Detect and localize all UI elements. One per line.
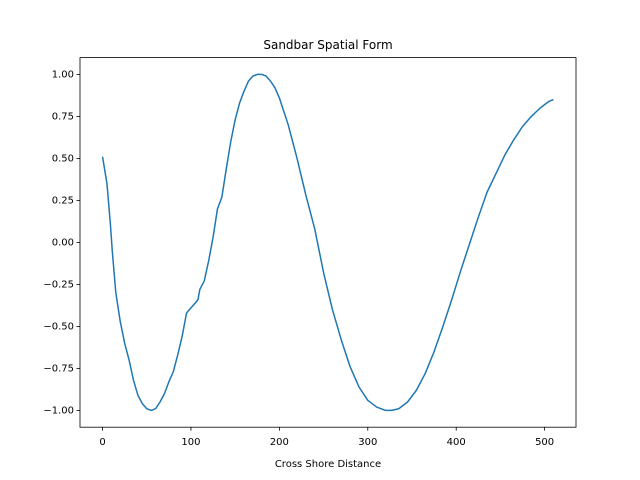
x-axis-label: Cross Shore Distance xyxy=(275,459,381,470)
data-line xyxy=(101,73,554,412)
y-tick-label: 1.00 xyxy=(52,69,74,80)
chart-title: Sandbar Spatial Form xyxy=(263,38,392,52)
x-tick-label: 400 xyxy=(447,437,466,448)
y-tick-label: −1.00 xyxy=(43,405,74,416)
y-tick-label: −0.50 xyxy=(43,321,74,332)
y-tick-label: 0.50 xyxy=(52,153,74,164)
plot-frame xyxy=(79,57,577,428)
x-tick-label: 500 xyxy=(535,437,554,448)
x-tick-label: 200 xyxy=(270,437,289,448)
x-tick-label: 300 xyxy=(358,437,377,448)
y-tick-label: 0.75 xyxy=(52,111,74,122)
y-tick-label: −0.75 xyxy=(43,363,74,374)
y-tick-label: −0.25 xyxy=(43,279,74,290)
x-tick-label: 100 xyxy=(181,437,200,448)
y-tick-label: 0.00 xyxy=(52,237,74,248)
x-tick-label: 0 xyxy=(99,437,105,448)
y-tick-label: 0.25 xyxy=(52,195,74,206)
